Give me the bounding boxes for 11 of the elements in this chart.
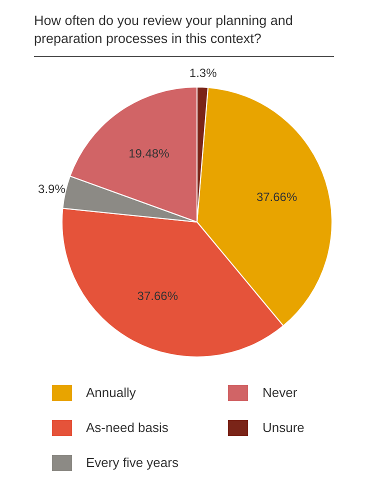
- legend-label: Unsure: [262, 420, 304, 435]
- legend-label: Every five years: [86, 455, 178, 470]
- data-label: 37.66%: [256, 190, 298, 204]
- legend-label: Annually: [86, 385, 136, 400]
- data-label: 37.66%: [137, 288, 178, 303]
- data-label: 19.48%: [128, 146, 170, 160]
- legend-label: As-need basis: [86, 420, 168, 435]
- chart-title: How often do you review your planning and preparation processes in this context?: [34, 8, 334, 57]
- data-label: 3.9%: [38, 182, 66, 196]
- legend-label: Never: [262, 385, 298, 400]
- data-label: 1.3%: [189, 66, 218, 80]
